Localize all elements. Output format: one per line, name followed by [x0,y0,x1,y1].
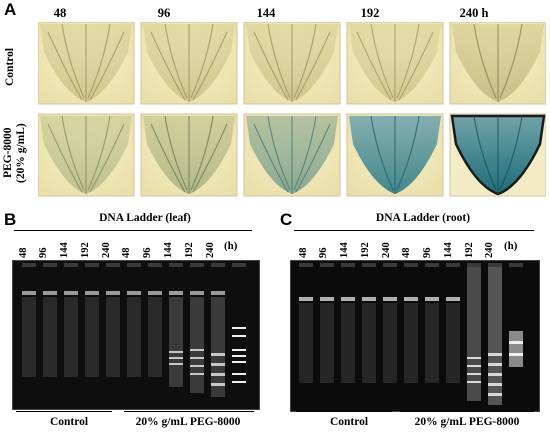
c-group-peg: 20% g/mL PEG-8000 [414,416,520,428]
leaf-control-240 [449,22,546,105]
leaf-peg-240 [449,113,546,197]
b-control-rule [16,411,112,413]
time-label-240h: 240 h [459,6,489,20]
leaf-control-96 [140,22,238,105]
panel-b-title-rule [14,230,252,232]
b-lane-9: 192 [184,242,195,258]
c-lane-9: 192 [464,242,475,258]
b-unit: (h) [224,240,238,252]
c-control-rule [296,411,392,413]
b-lane-4: 192 [80,242,91,258]
panel-c-letter: C [280,210,293,229]
c-lane-6: 48 [401,247,412,259]
time-label-96: 96 [157,6,171,20]
panel-c-title: DNA Ladder (root) [375,212,471,224]
c-lane-7: 96 [422,247,433,259]
leaf-control-48 [38,22,135,105]
b-lane-10: 240 [205,242,216,258]
b-peg-rule [124,411,254,413]
gel-leaf [12,260,260,410]
panel-b-letter: B [4,210,17,229]
b-lane-6: 48 [121,247,132,259]
leaf-peg-48 [38,113,135,197]
b-group-peg: 20% g/mL PEG-8000 [135,416,241,428]
leaf-peg-96 [140,113,238,197]
leaf-image-grid [38,22,546,197]
leaf-peg-144 [243,113,341,197]
row-label-control: Control [4,47,16,87]
time-label-48: 48 [53,6,67,20]
b-lane-1: 48 [18,247,29,259]
c-peg-rule [400,411,534,413]
leaf-peg-192 [346,113,444,197]
b-lane-8: 144 [163,242,174,258]
panel-c-title-rule [294,230,534,232]
time-label-192: 192 [360,6,380,20]
c-lane-4: 192 [360,242,371,258]
b-group-control: Control [49,416,89,428]
b-lane-3: 144 [59,242,70,258]
c-lane-2: 96 [318,247,329,259]
b-lane-5: 240 [101,242,112,258]
c-unit: (h) [504,240,518,252]
gel-root [290,260,540,412]
panel-a-letter: A [4,0,17,19]
panel-b-title: DNA Ladder (leaf) [99,212,191,224]
b-lane-7: 96 [142,247,153,259]
c-lane-3: 144 [339,242,350,258]
c-lane-1: 48 [298,247,309,259]
leaf-control-192 [346,22,444,105]
c-lane-8: 144 [443,242,454,258]
c-lane-10: 240 [484,242,495,258]
c-group-control: Control [329,416,369,428]
time-label-144: 144 [256,6,276,20]
b-lane-2: 96 [38,247,49,259]
row-label-peg: PEG-8000 (20% g/mL) [2,123,27,183]
c-lane-5: 240 [381,242,392,258]
leaf-control-144 [243,22,341,105]
